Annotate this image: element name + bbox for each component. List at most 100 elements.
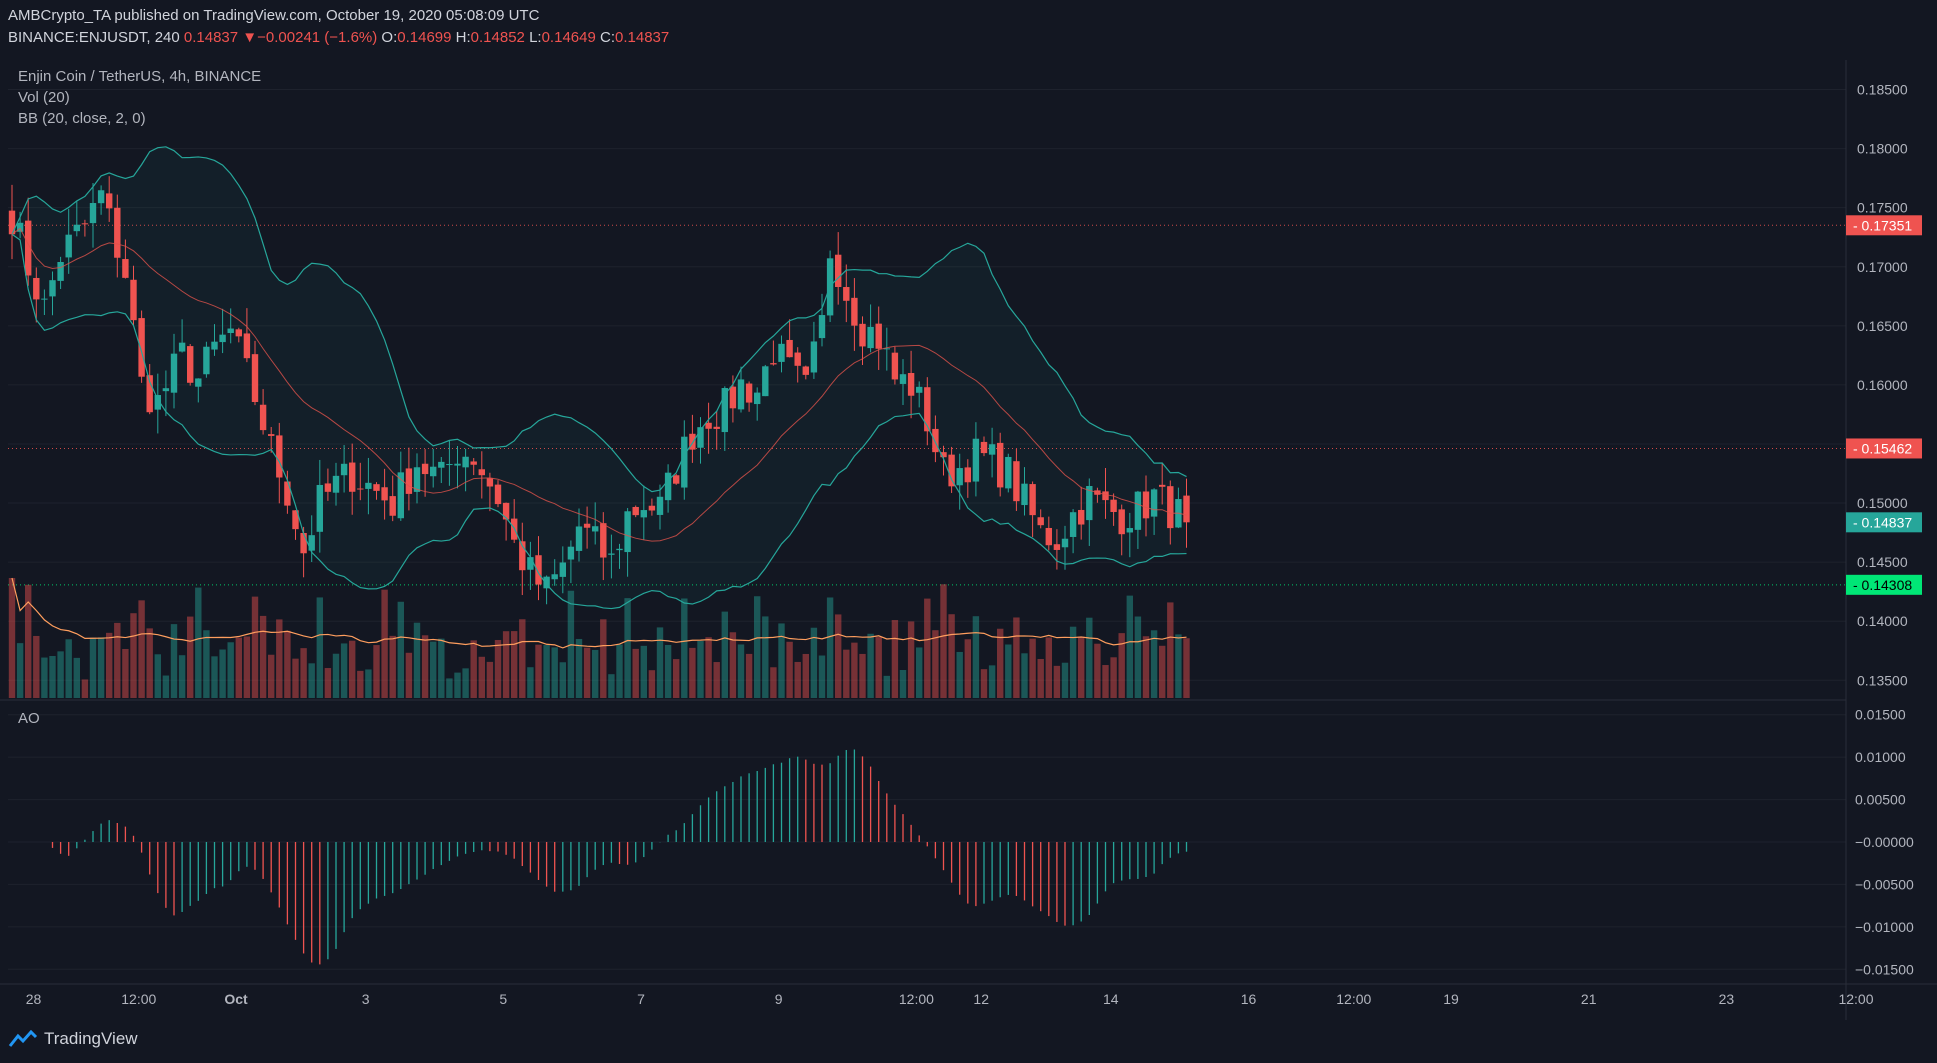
candle-body [883, 348, 890, 350]
candle [956, 453, 963, 510]
candle [745, 381, 753, 412]
candle [1142, 475, 1150, 537]
bb-basis-line [11, 227, 1187, 542]
candle-body [65, 234, 72, 258]
candle-body [454, 463, 461, 466]
ao-tick-label: −0.00000 [1855, 834, 1914, 850]
bollinger-band-lines [11, 146, 1187, 610]
candle [413, 453, 421, 504]
volume-bar [235, 637, 242, 698]
candle [721, 386, 728, 451]
volume-bar [421, 635, 429, 698]
volume-bar [956, 651, 963, 698]
tradingview-logo[interactable]: TradingView [8, 1029, 138, 1049]
candle-body [997, 442, 1004, 488]
candle-body [106, 193, 113, 209]
volume-ma-line [11, 577, 1187, 649]
volume-bar [1134, 616, 1142, 698]
volume-bar [486, 661, 494, 698]
volume-bar [1183, 638, 1190, 698]
candle-body [567, 546, 575, 560]
candle-body [25, 220, 32, 276]
volume-bar [1037, 658, 1044, 698]
candle-body [810, 341, 818, 373]
candle-body [648, 505, 656, 511]
price-level-tag [1846, 512, 1922, 533]
candle [1061, 525, 1069, 570]
volume-bar [16, 643, 24, 698]
candle [284, 470, 291, 514]
volume-bar [470, 640, 477, 698]
high-label: H: [455, 29, 471, 46]
candle-body [259, 404, 267, 431]
candle-body [843, 287, 850, 301]
candle-body [778, 343, 785, 362]
candle-body [357, 488, 364, 490]
candle-body [494, 484, 502, 505]
symbol-name[interactable]: BINANCE:ENJUSDT, 240 [8, 29, 180, 46]
candle [770, 340, 777, 366]
candle-body [203, 346, 210, 375]
candle [697, 417, 704, 464]
candle [357, 462, 364, 501]
candle-body [924, 387, 931, 432]
volume-bar [195, 587, 202, 698]
candle [559, 546, 566, 594]
volume-bar [592, 649, 599, 698]
candle [478, 451, 485, 499]
volume-bar [349, 640, 356, 698]
candle [114, 194, 121, 278]
volume-bar [170, 624, 178, 698]
candle-body [624, 511, 631, 553]
volume-bar [924, 598, 931, 698]
volume-bar [721, 611, 728, 698]
volume-bar [616, 644, 623, 698]
candle-body [616, 548, 623, 551]
volume-bar [988, 665, 996, 698]
volume-bar [332, 653, 340, 698]
candle [373, 482, 380, 500]
volume-bar [762, 616, 769, 698]
candle-body [130, 279, 137, 321]
candle-body [1159, 484, 1166, 487]
price-tick-label: 0.18500 [1857, 82, 1908, 98]
candle [608, 534, 615, 579]
candle [1045, 516, 1052, 551]
candle-body [421, 463, 429, 475]
candle [681, 420, 688, 500]
time-tick-label: 9 [775, 991, 783, 1007]
candle-body [146, 375, 153, 413]
volume-legend[interactable]: Vol (20) [18, 89, 70, 106]
candle [381, 468, 388, 520]
candle [964, 459, 971, 498]
candle [859, 316, 866, 365]
candle [454, 445, 461, 489]
candle [494, 480, 502, 508]
price-tick-label: 0.14500 [1857, 554, 1908, 570]
volume-bar [97, 637, 105, 698]
series-legend[interactable]: Enjin Coin / TetherUS, 4h, BINANCE [18, 68, 262, 85]
ao-legend[interactable]: AO [18, 710, 40, 727]
volume-bar [624, 598, 631, 698]
candle-body [1029, 484, 1036, 516]
candle-body [478, 469, 485, 476]
volume-bar [948, 614, 955, 698]
candle [575, 508, 583, 562]
volume-bar [243, 636, 251, 698]
volume-bar [1118, 633, 1125, 698]
volume-bar [268, 654, 275, 698]
volume-bars [8, 577, 1190, 698]
open-value: 0.14699 [397, 29, 452, 46]
volume-bar [1102, 665, 1109, 698]
volume-bar [438, 638, 445, 698]
price-axis: 0.18500 0.18000 0.17500 0.17000 0.16500 0.160… [1846, 82, 1922, 977]
candle [389, 475, 396, 522]
candle-body [608, 553, 615, 555]
volume-bar [608, 674, 615, 698]
volume-bar [932, 630, 939, 698]
volume-bar [810, 627, 818, 698]
candle-body [859, 323, 866, 347]
change-arrow-icon: ▼ [242, 29, 258, 46]
bb-legend[interactable]: BB (20, close, 2, 0) [18, 110, 146, 127]
